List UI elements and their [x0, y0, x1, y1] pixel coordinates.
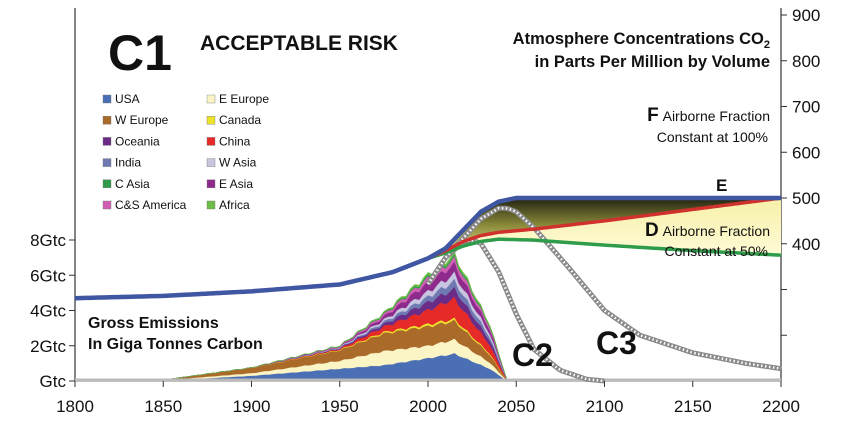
x-tick-label: 1850 — [144, 397, 182, 416]
annotation-F-text: Airborne Fraction — [663, 108, 770, 124]
legend-swatch — [206, 115, 216, 125]
legend-label: E Asia — [219, 177, 253, 191]
annotation-C2: C2 — [512, 337, 553, 373]
legend-swatch — [102, 115, 112, 125]
legend-label: China — [219, 134, 251, 148]
right-axis-title-main: Atmosphere Concentrations CO — [513, 30, 764, 48]
right-tick-label: 500 — [792, 189, 820, 208]
legend: USA E Europe W Europe Canada Oceania China Ind… — [102, 92, 269, 212]
legend-swatch — [206, 179, 216, 189]
concentration-lines — [74, 195, 782, 301]
annotation-D-text: Airborne Fraction — [663, 223, 770, 239]
legend-label: C&S America — [115, 198, 187, 212]
x-tick-label: 2200 — [762, 397, 800, 416]
legend-label: W Europe — [115, 113, 169, 127]
legend-swatch — [206, 94, 216, 104]
legend-swatch — [206, 158, 216, 167]
curve-c2-dots — [426, 239, 605, 383]
legend-label: Africa — [219, 198, 250, 212]
annotation-E: E — [716, 176, 727, 195]
band-E-to-D — [428, 198, 781, 259]
legend-swatch — [102, 158, 112, 167]
legend-label: Canada — [219, 113, 261, 127]
x-tick-label: 2050 — [497, 397, 535, 416]
chart-title: C1 — [108, 25, 172, 81]
x-tick-label: 1800 — [56, 397, 94, 416]
x-tick-label: 2150 — [674, 397, 712, 416]
x-tick-label: 2000 — [409, 397, 447, 416]
line-E — [427, 196, 782, 260]
legend-swatch — [206, 137, 216, 146]
right-axis-title-subscript: 2 — [764, 39, 770, 51]
right-tick-label: 800 — [792, 52, 820, 71]
annotation-D-letter: D — [645, 220, 659, 241]
legend-swatch — [102, 200, 112, 210]
legend-swatch — [102, 94, 112, 104]
legend-label: USA — [115, 92, 140, 106]
x-tick-label: 1900 — [233, 397, 271, 416]
emissions-stack — [74, 250, 781, 382]
left-axis-title-line2: In Giga Tonnes Carbon — [88, 336, 263, 353]
left-tick-label: Gtc — [40, 372, 67, 391]
legend-label: India — [115, 156, 141, 170]
annotation-F-letter: F — [647, 105, 659, 126]
axis-ticks: 1800 1850 1900 1950 2000 2050 2100 2150 2200 Gtc 2… — [30, 6, 820, 416]
legend-label: C Asia — [115, 177, 150, 191]
line-D — [427, 237, 782, 261]
legend-label: W Asia — [219, 156, 257, 170]
right-axis-title-line1: Atmosphere Concentrations CO2 — [513, 30, 770, 51]
annotation-F-line2: Constant at 100% — [657, 129, 768, 145]
line-concentration — [74, 195, 781, 301]
right-tick-label: 700 — [792, 98, 820, 117]
left-axis-title-line1: Gross Emissions — [88, 315, 219, 332]
x-tick-label: 2100 — [586, 397, 624, 416]
right-tick-label: 900 — [792, 6, 820, 25]
legend-swatch — [206, 200, 216, 210]
curve-c3-dots — [426, 207, 782, 370]
annotation-D: D Airborne Fraction — [645, 220, 770, 241]
right-axis-title-line2: in Parts Per Million by Volume — [535, 53, 770, 71]
right-tick-label: 400 — [792, 235, 820, 254]
annotation-F: F Airborne Fraction — [647, 105, 770, 126]
left-tick-label: 4Gtc — [30, 302, 66, 321]
left-tick-label: 2Gtc — [30, 337, 66, 356]
annotation-D-line2: Constant at 50% — [664, 243, 768, 259]
legend-label: Oceania — [115, 134, 160, 148]
legend-label: E Europe — [219, 92, 269, 106]
left-tick-label: 8Gtc — [30, 231, 66, 250]
legend-swatch — [102, 137, 112, 146]
annotation-C3: C3 — [596, 325, 637, 361]
x-tick-label: 1950 — [321, 397, 359, 416]
left-tick-label: 6Gtc — [30, 266, 66, 285]
right-tick-label: 600 — [792, 143, 820, 162]
chart-subtitle: ACCEPTABLE RISK — [200, 32, 398, 55]
legend-swatch — [102, 179, 112, 189]
